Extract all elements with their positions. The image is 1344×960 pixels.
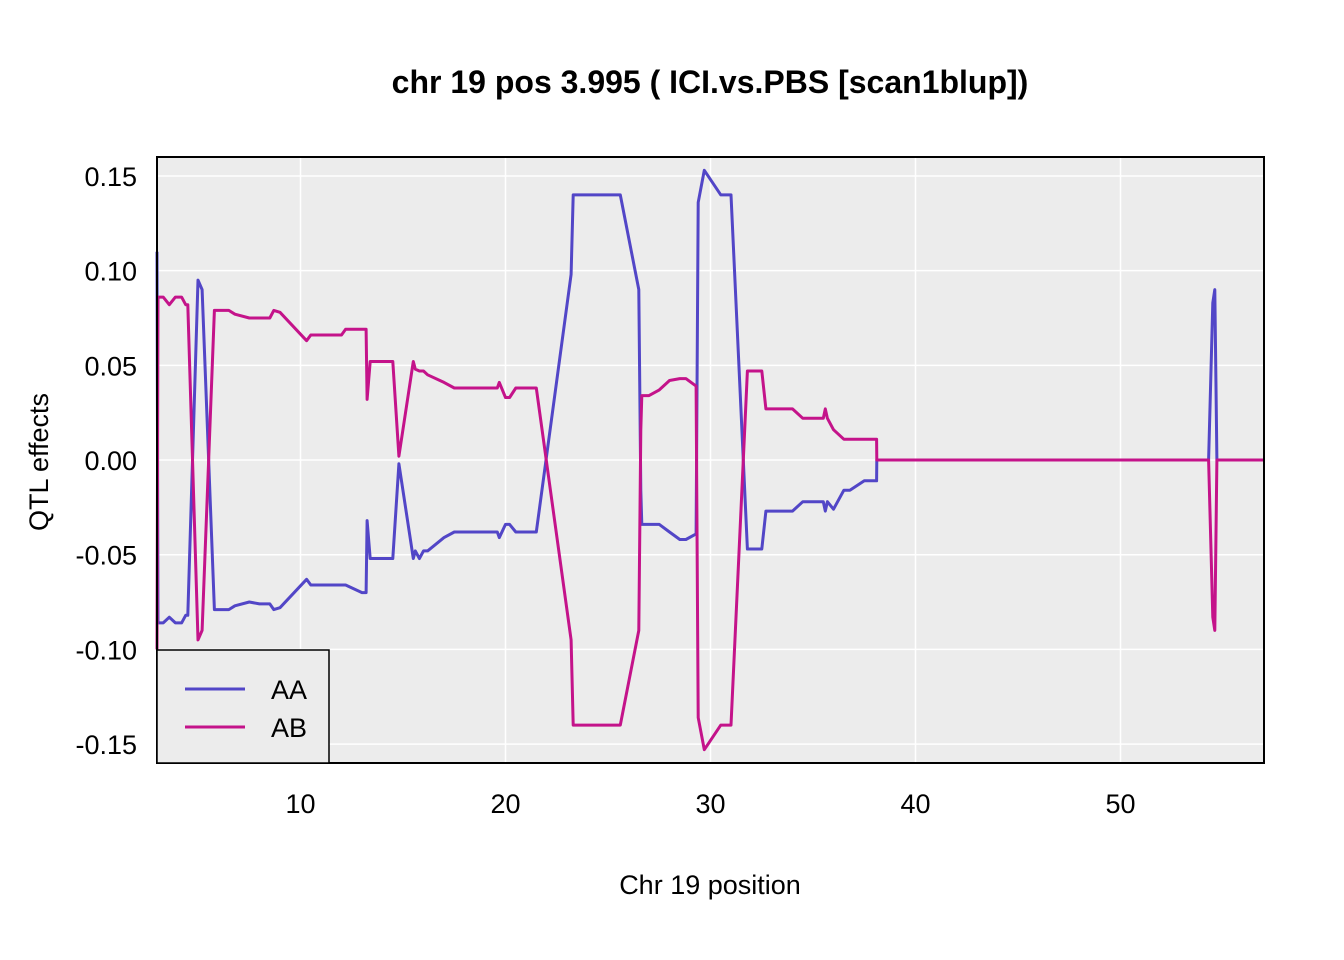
x-tick-label: 40 [900,789,930,819]
y-tick-label: 0.10 [84,257,137,287]
x-tick-label: 30 [695,789,725,819]
y-tick-label: -0.05 [75,541,137,571]
y-tick-label: -0.10 [75,635,137,665]
y-tick-label: 0.00 [84,446,137,476]
y-tick-label: 0.15 [84,162,137,192]
y-tick-label: 0.05 [84,351,137,381]
x-axis-title: Chr 19 position [619,870,801,900]
x-tick-label: 20 [490,789,520,819]
series-layer [155,168,1264,752]
y-axis-title: QTL effects [24,393,54,531]
x-tick-label: 50 [1105,789,1135,819]
y-axis-ticks: 0.15 0.10 0.05 0.00 -0.05 -0.10 -0.15 [75,162,137,760]
legend: AA AB [156,649,330,764]
x-axis-ticks: 10 20 30 40 50 [285,789,1135,819]
legend-box [156,649,330,764]
y-tick-label: -0.15 [75,730,137,760]
legend-label-aa: AA [271,675,307,705]
legend-label-ab: AB [271,713,307,743]
gridlines [157,157,1264,763]
series-line-aa [155,168,1264,625]
chart-title: chr 19 pos 3.995 ( ICI.vs.PBS [scan1blup… [392,64,1029,100]
plot-border [156,156,1265,764]
x-tick-label: 10 [285,789,315,819]
series-line-ab [155,295,1264,752]
